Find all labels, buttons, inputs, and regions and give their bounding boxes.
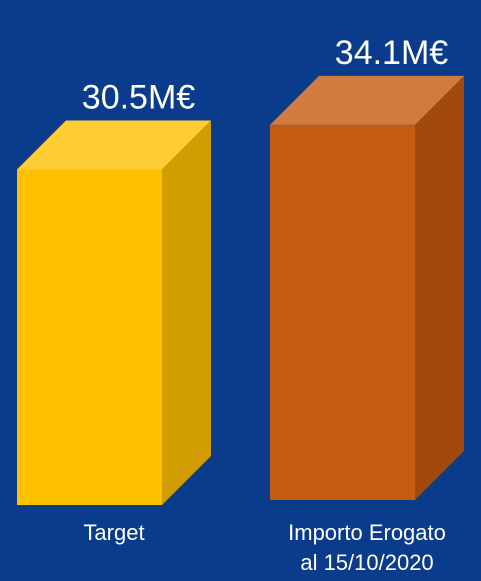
bar-side — [415, 75, 464, 501]
bar-top — [17, 120, 211, 170]
category-label: Importo Erogato al 15/10/2020 — [288, 520, 446, 575]
bar-top — [270, 75, 464, 125]
value-label: 34.1M€ — [335, 34, 448, 72]
bar-front — [270, 124, 415, 501]
bar-front — [17, 169, 162, 505]
category-label: Target — [83, 520, 145, 545]
bar-side — [162, 120, 211, 505]
value-label: 30.5M€ — [82, 79, 195, 117]
